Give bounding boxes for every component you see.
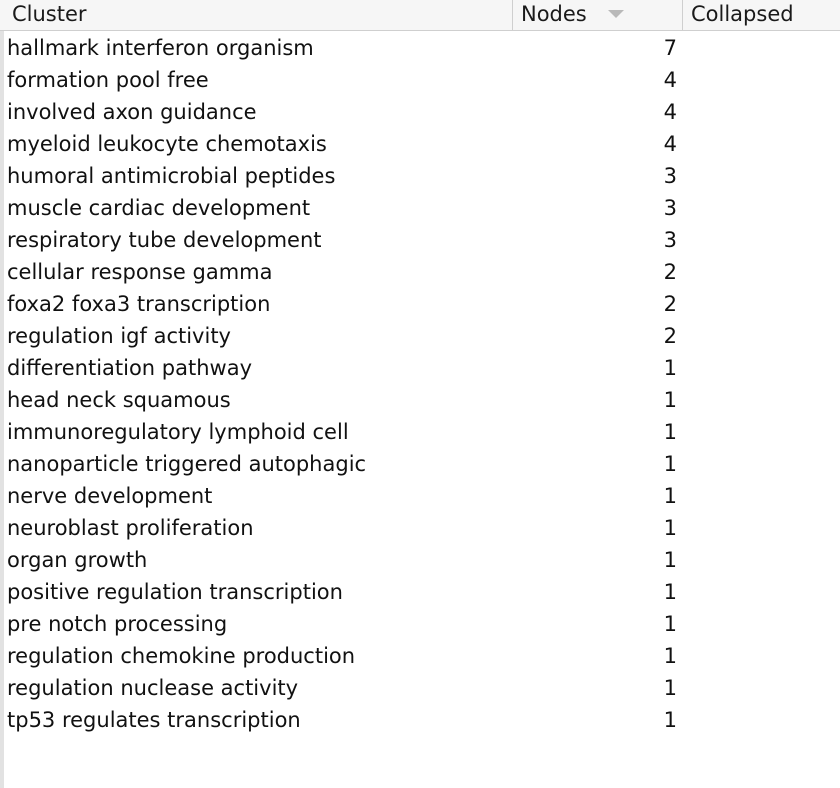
table-row[interactable]: neuroblast proliferation 1 [0,512,840,544]
cluster-name-cell: organ growth [7,548,148,572]
nodes-cell: 1 [663,708,677,732]
table-header: Cluster Nodes Collapsed [0,0,840,31]
cluster-name-cell: regulation nuclease activity [7,676,299,700]
cluster-name-cell: regulation igf activity [7,324,231,348]
collapsed-cell [690,256,830,288]
column-header-collapsed[interactable]: Collapsed [682,0,840,30]
cluster-name-cell: involved axon guidance [7,100,257,124]
column-header-collapsed-label: Collapsed [691,2,794,26]
cluster-name-cell: nanoparticle triggered autophagic [7,452,367,476]
table-row[interactable]: respiratory tube development 3 [0,224,840,256]
column-header-cluster[interactable]: Cluster [0,0,512,30]
table-row[interactable]: regulation nuclease activity 1 [0,672,840,704]
table-row[interactable]: differentiation pathway 1 [0,352,840,384]
cluster-name-cell: neuroblast proliferation [7,516,254,540]
table-row[interactable]: head neck squamous 1 [0,384,840,416]
cluster-name-cell: foxa2 foxa3 transcription [7,292,271,316]
cluster-name-cell: head neck squamous [7,388,231,412]
collapsed-cell [690,32,830,64]
nodes-cell: 7 [663,36,677,60]
cluster-name-cell: hallmark interferon organism [7,36,314,60]
sort-descending-icon [608,10,624,18]
nodes-cell: 1 [663,612,677,636]
cluster-name-cell: formation pool free [7,68,209,92]
nodes-cell: 3 [663,196,677,220]
nodes-cell: 1 [663,580,677,604]
table-row[interactable]: positive regulation transcription 1 [0,576,840,608]
table-row[interactable]: hallmark interferon organism 7 [0,32,840,64]
cluster-name-cell: pre notch processing [7,612,228,636]
table-row[interactable]: tp53 regulates transcription 1 [0,704,840,736]
collapsed-cell [690,704,830,736]
collapsed-cell [690,288,830,320]
nodes-cell: 4 [663,132,677,156]
collapsed-cell [690,320,830,352]
cluster-name-cell: positive regulation transcription [7,580,343,604]
collapsed-cell [690,608,830,640]
nodes-cell: 3 [663,164,677,188]
nodes-cell: 2 [663,292,677,316]
table-row[interactable]: pre notch processing 1 [0,608,840,640]
collapsed-cell [690,192,830,224]
collapsed-cell [690,672,830,704]
table-row[interactable]: muscle cardiac development 3 [0,192,840,224]
table-row[interactable]: regulation chemokine production 1 [0,640,840,672]
collapsed-cell [690,576,830,608]
cluster-name-cell: cellular response gamma [7,260,273,284]
table-row[interactable]: humoral antimicrobial peptides 3 [0,160,840,192]
table-row[interactable]: myeloid leukocyte chemotaxis 4 [0,128,840,160]
column-header-nodes[interactable]: Nodes [512,0,682,30]
collapsed-cell [690,224,830,256]
table-row[interactable]: organ growth 1 [0,544,840,576]
table-row[interactable]: involved axon guidance 4 [0,96,840,128]
cluster-name-cell: immunoregulatory lymphoid cell [7,420,349,444]
cluster-name-cell: muscle cardiac development [7,196,311,220]
table-row[interactable]: foxa2 foxa3 transcription 2 [0,288,840,320]
nodes-cell: 1 [663,644,677,668]
collapsed-cell [690,448,830,480]
nodes-cell: 1 [663,676,677,700]
table-row[interactable]: formation pool free 4 [0,64,840,96]
collapsed-cell [690,544,830,576]
nodes-cell: 2 [663,324,677,348]
nodes-cell: 1 [663,516,677,540]
collapsed-cell [690,128,830,160]
left-border [0,0,4,788]
collapsed-cell [690,96,830,128]
nodes-cell: 3 [663,228,677,252]
cluster-name-cell: respiratory tube development [7,228,322,252]
collapsed-cell [690,352,830,384]
nodes-cell: 4 [663,100,677,124]
nodes-cell: 1 [663,356,677,380]
cluster-name-cell: differentiation pathway [7,356,253,380]
column-header-cluster-label: Cluster [12,2,87,26]
nodes-cell: 1 [663,388,677,412]
nodes-cell: 1 [663,548,677,572]
collapsed-cell [690,64,830,96]
table-row[interactable]: regulation igf activity 2 [0,320,840,352]
collapsed-cell [690,384,830,416]
cluster-name-cell: tp53 regulates transcription [7,708,301,732]
collapsed-cell [690,512,830,544]
cluster-name-cell: regulation chemokine production [7,644,356,668]
table-row[interactable]: immunoregulatory lymphoid cell 1 [0,416,840,448]
nodes-cell: 4 [663,68,677,92]
nodes-cell: 2 [663,260,677,284]
cluster-name-cell: nerve development [7,484,213,508]
collapsed-cell [690,640,830,672]
column-header-nodes-label: Nodes [521,2,587,26]
collapsed-cell [690,160,830,192]
nodes-cell: 1 [663,420,677,444]
table-row[interactable]: cellular response gamma 2 [0,256,840,288]
table-row[interactable]: nerve development 1 [0,480,840,512]
cluster-name-cell: myeloid leukocyte chemotaxis [7,132,327,156]
nodes-cell: 1 [663,452,677,476]
collapsed-cell [690,416,830,448]
collapsed-cell [690,480,830,512]
table-row[interactable]: nanoparticle triggered autophagic 1 [0,448,840,480]
cluster-name-cell: humoral antimicrobial peptides [7,164,336,188]
nodes-cell: 1 [663,484,677,508]
table-body: hallmark interferon organism 7 formation… [0,32,840,736]
